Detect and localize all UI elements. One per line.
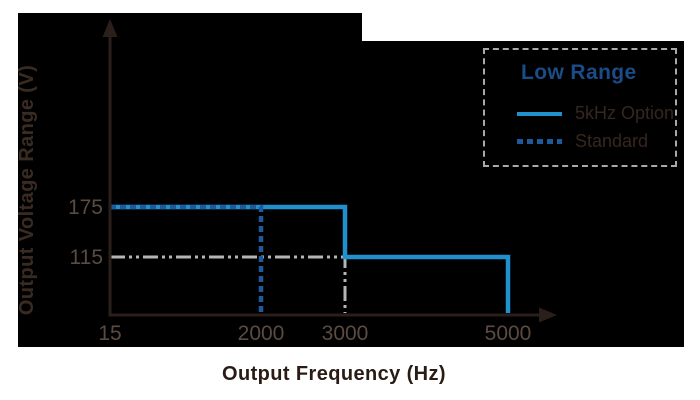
x-tick-label: 5000 <box>484 322 532 345</box>
x-axis-title: Output Frequency (Hz) <box>222 363 446 385</box>
legend: Low Range 5kHz Option Standard <box>483 48 677 167</box>
reference-line <box>110 255 347 313</box>
legend-item: 5kHz Option <box>517 103 674 124</box>
legend-title: Low Range <box>521 61 637 84</box>
x-tick-label: 2000 <box>237 322 285 345</box>
legend-item-label: Standard <box>575 131 649 151</box>
x-axis-arrow-icon <box>539 307 557 323</box>
series-line-standard <box>110 204 264 313</box>
legend-item: Standard <box>517 131 648 152</box>
y-tick-label: 115 <box>69 246 103 269</box>
figure-background <box>18 13 362 347</box>
x-tick-label: 3000 <box>321 322 369 345</box>
dashed-line-icon <box>517 139 562 144</box>
y-axis-title: Output Voltage Range (V) <box>16 64 38 316</box>
legend-item-label: 5kHz Option <box>575 103 675 123</box>
x-tick-label: 15 <box>98 322 122 345</box>
series-line-5khz-option <box>110 204 511 313</box>
y-tick-label: 175 <box>67 196 103 219</box>
solid-line-icon <box>517 111 562 116</box>
y-axis-arrow-icon <box>102 19 118 37</box>
figure-background <box>362 41 684 347</box>
